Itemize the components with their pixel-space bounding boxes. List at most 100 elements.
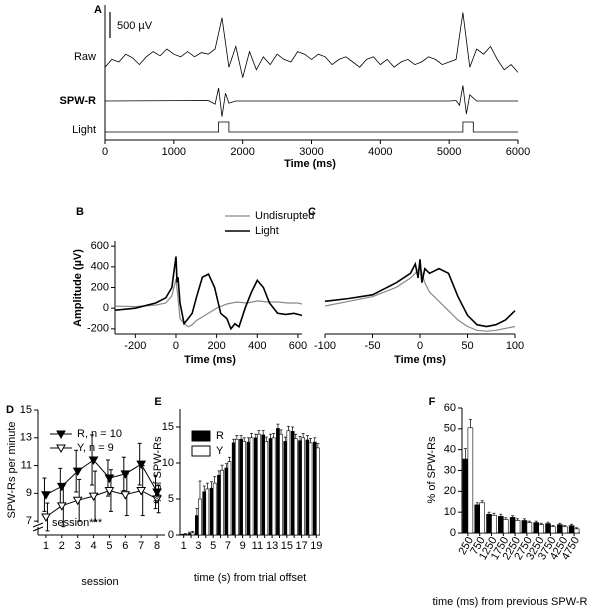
marker bbox=[136, 487, 147, 496]
x-tick-label: 3 bbox=[195, 540, 201, 552]
bar bbox=[239, 438, 243, 536]
bar bbox=[521, 520, 528, 534]
y-tick-label: 40 bbox=[444, 444, 456, 456]
x-axis-label: time (ms) from previous SPW-R bbox=[432, 596, 587, 608]
panel-label: E bbox=[154, 396, 161, 408]
bar bbox=[573, 528, 580, 534]
x-tick-label: 1000 bbox=[162, 146, 186, 158]
y-tick-label: 0 bbox=[450, 527, 456, 539]
x-tick-label: 5 bbox=[106, 540, 112, 552]
bar bbox=[305, 439, 310, 536]
bar bbox=[486, 513, 492, 534]
bar bbox=[283, 441, 288, 536]
bar bbox=[557, 524, 563, 534]
y-tick-label: 15 bbox=[162, 421, 174, 433]
bar bbox=[316, 447, 320, 536]
marker bbox=[88, 492, 99, 502]
bar bbox=[462, 458, 469, 534]
panel-label: A bbox=[94, 4, 102, 16]
bar bbox=[293, 438, 298, 536]
y-axis-label: Amplitude (µV) bbox=[72, 249, 84, 327]
marker bbox=[104, 474, 115, 484]
x-tick-label: -100 bbox=[314, 340, 336, 352]
x-tick-label: 0 bbox=[417, 340, 423, 352]
trace-label: Light bbox=[72, 124, 96, 136]
marker bbox=[72, 496, 83, 506]
bar bbox=[246, 441, 251, 536]
marker bbox=[120, 491, 131, 500]
x-tick-label: -50 bbox=[365, 340, 381, 352]
bar bbox=[183, 533, 188, 536]
panel-label: D bbox=[6, 404, 14, 416]
bar bbox=[198, 498, 202, 536]
bar bbox=[190, 532, 195, 536]
y-tick-label: 0 bbox=[168, 529, 174, 541]
annotation: session*** bbox=[52, 517, 103, 529]
y-tick-label: 11 bbox=[21, 459, 32, 471]
bar bbox=[290, 431, 295, 536]
bar bbox=[533, 522, 540, 534]
bar bbox=[209, 487, 214, 536]
legend-swatch bbox=[191, 445, 211, 457]
legend-label: Y, n = 9 bbox=[77, 442, 114, 454]
x-tick-label: 1 bbox=[43, 540, 49, 552]
bar bbox=[212, 482, 217, 536]
x-tick-label: 2 bbox=[59, 540, 65, 552]
bar bbox=[242, 441, 247, 536]
x-tick-label: 4000 bbox=[368, 146, 392, 158]
bar bbox=[187, 533, 192, 536]
y-tick-label: -200 bbox=[87, 323, 109, 335]
y-tick-label: 13 bbox=[20, 432, 32, 444]
bar bbox=[227, 461, 232, 536]
bar bbox=[498, 516, 504, 534]
x-tick-label: 600 bbox=[289, 340, 307, 352]
bar bbox=[298, 440, 302, 536]
y-tick-label: 0 bbox=[103, 302, 109, 314]
marker bbox=[72, 467, 83, 477]
bar bbox=[205, 488, 210, 536]
bar bbox=[264, 441, 269, 536]
bar bbox=[491, 514, 497, 534]
bar bbox=[249, 437, 254, 536]
x-tick-label: 8 bbox=[154, 540, 160, 552]
x-tick-label: 7 bbox=[138, 540, 144, 552]
bar bbox=[234, 438, 239, 536]
x-axis-label: time (s) from trial offset bbox=[194, 572, 306, 584]
trace bbox=[104, 85, 518, 117]
x-tick-label: -200 bbox=[124, 340, 146, 352]
marker bbox=[152, 495, 162, 504]
y-tick-label: 50 bbox=[444, 423, 456, 435]
marker bbox=[41, 491, 51, 500]
bar bbox=[231, 442, 236, 536]
axis-break bbox=[32, 526, 44, 532]
bar bbox=[271, 437, 276, 536]
x-tick-label: 0 bbox=[173, 340, 179, 352]
x-tick-label: 13 bbox=[266, 540, 278, 552]
y-tick-label: 20 bbox=[444, 485, 456, 497]
bar bbox=[276, 428, 280, 536]
panel-label: F bbox=[429, 396, 436, 408]
bar bbox=[257, 433, 261, 536]
y-tick-label: 200 bbox=[91, 281, 109, 293]
legend-marker bbox=[56, 444, 66, 454]
x-axis-label: Time (ms) bbox=[284, 158, 336, 170]
x-tick-label: 200 bbox=[207, 340, 225, 352]
marker bbox=[104, 487, 115, 496]
bar bbox=[195, 515, 199, 536]
x-tick-label: 0 bbox=[102, 146, 108, 158]
bar bbox=[261, 434, 266, 536]
bar bbox=[538, 524, 544, 534]
y-tick-label: 400 bbox=[91, 261, 109, 273]
x-tick-label: 400 bbox=[248, 340, 266, 352]
y-tick-label: 5 bbox=[168, 493, 174, 505]
bar bbox=[217, 474, 221, 536]
bar bbox=[561, 526, 568, 534]
legend-label: R bbox=[216, 430, 224, 442]
trace-label: Raw bbox=[74, 51, 96, 63]
series-line bbox=[114, 256, 303, 331]
y-tick-label: 600 bbox=[91, 240, 109, 252]
axis-break bbox=[32, 522, 44, 528]
x-tick-label: 11 bbox=[252, 540, 263, 552]
marker bbox=[41, 513, 51, 522]
